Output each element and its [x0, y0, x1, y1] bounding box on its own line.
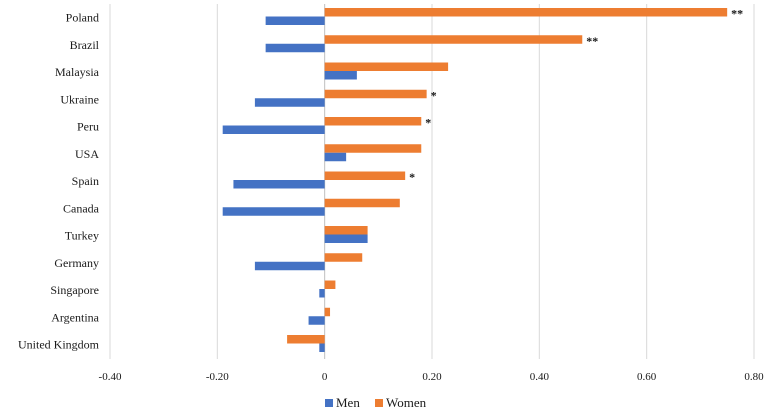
- bars-layer: [222, 8, 728, 352]
- bar-men: [222, 207, 325, 216]
- category-labels: Poland Brazil Malaysia Ukraine Peru USA Spain C…: [18, 11, 100, 352]
- bar-women: [324, 62, 449, 71]
- x-tick-label: -0.20: [206, 371, 229, 383]
- significance-marker: **: [586, 34, 598, 48]
- category-label: Peru: [77, 120, 99, 134]
- x-tick-label: 0.20: [422, 371, 442, 383]
- legend-swatch-men: [325, 399, 333, 407]
- bar-men: [254, 261, 325, 271]
- bar-women: [324, 253, 363, 262]
- bar-women: [324, 8, 728, 17]
- category-label: Singapore: [50, 283, 99, 297]
- bar-men: [254, 98, 325, 107]
- category-label: Argentina: [51, 310, 99, 324]
- bar-women: [324, 307, 331, 317]
- bar-women: [324, 144, 422, 153]
- legend-swatch-women: [375, 399, 383, 407]
- bar-women: [324, 89, 427, 99]
- bar-women: [324, 226, 368, 235]
- x-tick-label: -0.40: [99, 371, 122, 383]
- bar-men: [324, 234, 368, 243]
- x-tick-label: 0: [322, 371, 328, 383]
- category-label: Poland: [66, 11, 99, 25]
- significance-marker: *: [431, 88, 437, 102]
- bar-women: [324, 35, 583, 44]
- legend: Men Women: [325, 395, 427, 410]
- bar-women: [324, 171, 406, 180]
- x-axis-tick-labels: -0.40 -0.20 0 0.20 0.40 0.60 0.80: [99, 371, 765, 383]
- legend-label-women: Women: [386, 395, 427, 410]
- category-label: United Kingdom: [18, 338, 100, 352]
- x-tick-label: 0.40: [530, 371, 550, 383]
- bar-men: [265, 43, 325, 53]
- bar-men: [319, 343, 325, 352]
- grid-layer: [109, 4, 755, 359]
- bar-men: [319, 289, 325, 298]
- bar-women: [287, 335, 325, 344]
- significance-marker: *: [409, 170, 415, 184]
- category-label: Brazil: [70, 38, 100, 52]
- category-label: USA: [75, 147, 99, 161]
- bar-women: [324, 198, 400, 208]
- legend-label-men: Men: [336, 395, 360, 410]
- bar-women: [324, 117, 422, 126]
- category-label: Ukraine: [60, 92, 99, 106]
- category-label: Canada: [63, 201, 100, 215]
- x-tick-label: 0.60: [637, 371, 657, 383]
- x-tick-label: 0.80: [744, 371, 764, 383]
- bar-men: [324, 152, 347, 162]
- category-label: Spain: [72, 174, 99, 188]
- bar-women: [324, 280, 336, 289]
- bar-men: [222, 125, 325, 134]
- category-label: Malaysia: [55, 65, 100, 79]
- category-label: Germany: [54, 256, 99, 270]
- bar-men: [308, 316, 325, 325]
- category-label: Turkey: [65, 229, 99, 243]
- bar-men: [324, 71, 357, 80]
- significance-markers: *******: [409, 7, 743, 185]
- significance-marker: *: [425, 116, 431, 130]
- significance-marker: **: [731, 7, 743, 21]
- bar-men: [265, 16, 325, 25]
- bar-men: [233, 180, 325, 189]
